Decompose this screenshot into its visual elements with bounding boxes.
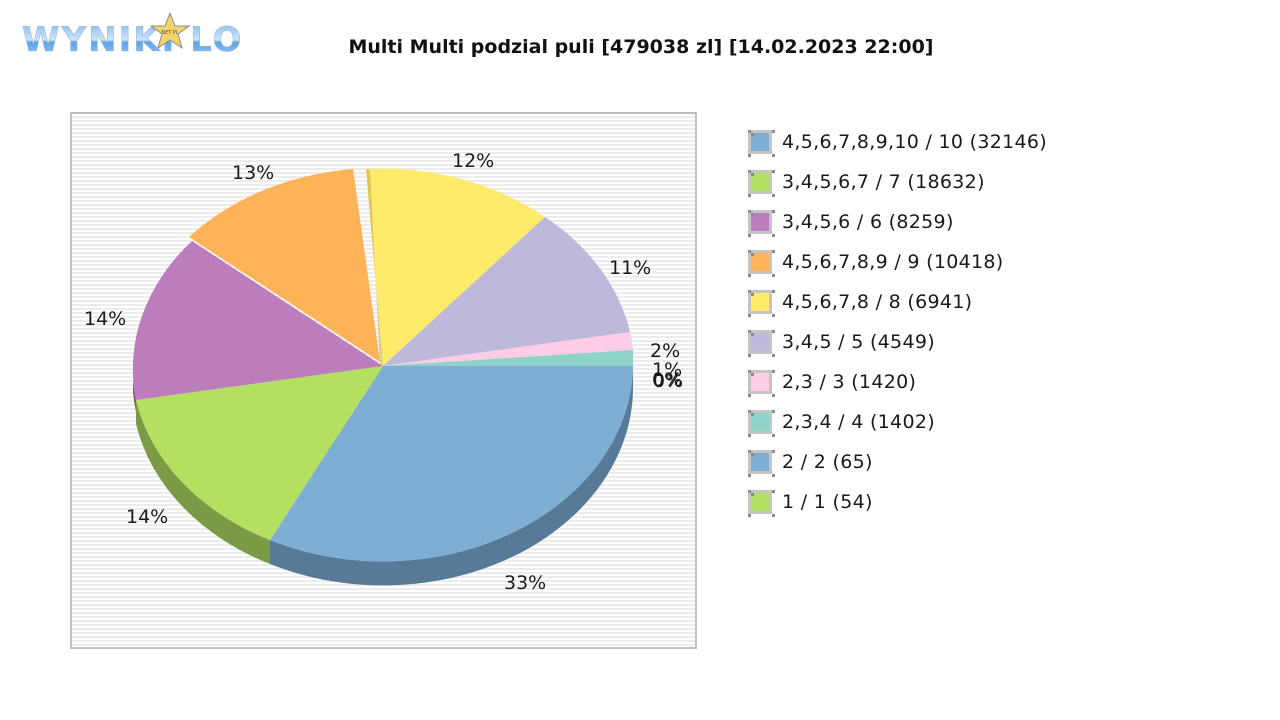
label-pink: 2%	[650, 340, 680, 362]
slice-blue[interactable]	[270, 366, 633, 562]
legend-item: 3,4,5,6,7 / 7 (18632)	[748, 162, 1047, 202]
legend-label: 3,4,5 / 5 (4549)	[782, 331, 935, 353]
legend-swatch-icon	[748, 170, 772, 194]
legend-label: 3,4,5,6,7 / 7 (18632)	[782, 171, 985, 193]
legend-swatch-icon	[748, 370, 772, 394]
legend-label: 4,5,6,7,8,9 / 9 (10418)	[782, 251, 1004, 273]
legend-label: 2,3 / 3 (1420)	[782, 371, 917, 393]
legend-item: 2 / 2 (65)	[748, 442, 1047, 482]
legend-label: 1 / 1 (54)	[782, 491, 873, 513]
label-small-b: 0%	[653, 370, 683, 392]
legend-label: 4,5,6,7,8 / 8 (6941)	[782, 291, 973, 313]
label-small-a: 0%	[652, 369, 682, 391]
slice-yellow[interactable]	[366, 168, 545, 366]
label-purple: 14%	[84, 308, 126, 330]
slice-teal[interactable]	[383, 350, 634, 366]
slice-orange[interactable]	[189, 169, 380, 362]
legend-item: 4,5,6,7,8,9,10 / 10 (32146)	[748, 122, 1047, 162]
slice-lavender[interactable]	[383, 217, 630, 366]
legend-item: 2,3 / 3 (1420)	[748, 362, 1047, 402]
legend-item: 2,3,4 / 4 (1402)	[748, 402, 1047, 442]
star-icon: NET PL	[149, 11, 191, 50]
label-teal: 1%	[652, 359, 682, 381]
legend-swatch-icon	[748, 490, 772, 514]
legend-swatch-icon	[748, 290, 772, 314]
legend-label: 2 / 2 (65)	[782, 451, 873, 473]
slice-green[interactable]	[136, 366, 383, 540]
slice-pink[interactable]	[383, 332, 633, 366]
legend-swatch-icon	[748, 130, 772, 154]
legend-label: 2,3,4 / 4 (1402)	[782, 411, 935, 433]
chart-title: Multi Multi podzial puli [479038 zl] [14…	[348, 36, 934, 58]
legend-swatch-icon	[748, 410, 772, 434]
legend-label: 4,5,6,7,8,9,10 / 10 (32146)	[782, 131, 1048, 153]
pie-3d-side	[133, 366, 633, 586]
slice-purple[interactable]	[132, 241, 383, 400]
legend-swatch-icon	[748, 450, 772, 474]
legend-item: 1 / 1 (54)	[748, 482, 1047, 522]
label-blue: 33%	[504, 572, 546, 594]
legend-label: 3,4,5,6 / 6 (8259)	[782, 211, 954, 233]
legend-swatch-icon	[748, 330, 772, 354]
legend-item: 3,4,5,6 / 6 (8259)	[748, 202, 1047, 242]
label-lavender: 11%	[609, 257, 651, 279]
legend-swatch-icon	[748, 250, 772, 274]
label-orange: 13%	[232, 162, 274, 184]
legend-swatch-icon	[748, 210, 772, 234]
legend-item: 4,5,6,7,8,9 / 9 (10418)	[748, 242, 1047, 282]
logo-star-text: NET PL	[161, 30, 179, 36]
pie-slices	[132, 168, 634, 562]
label-yellow: 12%	[452, 150, 494, 172]
logo-text: WYNIKI LOTTO	[22, 20, 242, 58]
plot-border	[70, 112, 697, 649]
pie-chart: 33% 14% 14% 13% 12% 11% 2% 1% 0% 0%	[70, 112, 697, 649]
pie-labels: 33% 14% 14% 13% 12% 11% 2% 1% 0% 0%	[84, 150, 683, 594]
label-green: 14%	[126, 506, 168, 528]
legend-item: 3,4,5 / 5 (4549)	[748, 322, 1047, 362]
wyniki-lotto-logo[interactable]: WYNIKI LOTTO NET PL	[20, 10, 242, 58]
legend-item: 4,5,6,7,8 / 8 (6941)	[748, 282, 1047, 322]
chart-legend: 4,5,6,7,8,9,10 / 10 (32146) 3,4,5,6,7 / …	[748, 122, 1047, 522]
